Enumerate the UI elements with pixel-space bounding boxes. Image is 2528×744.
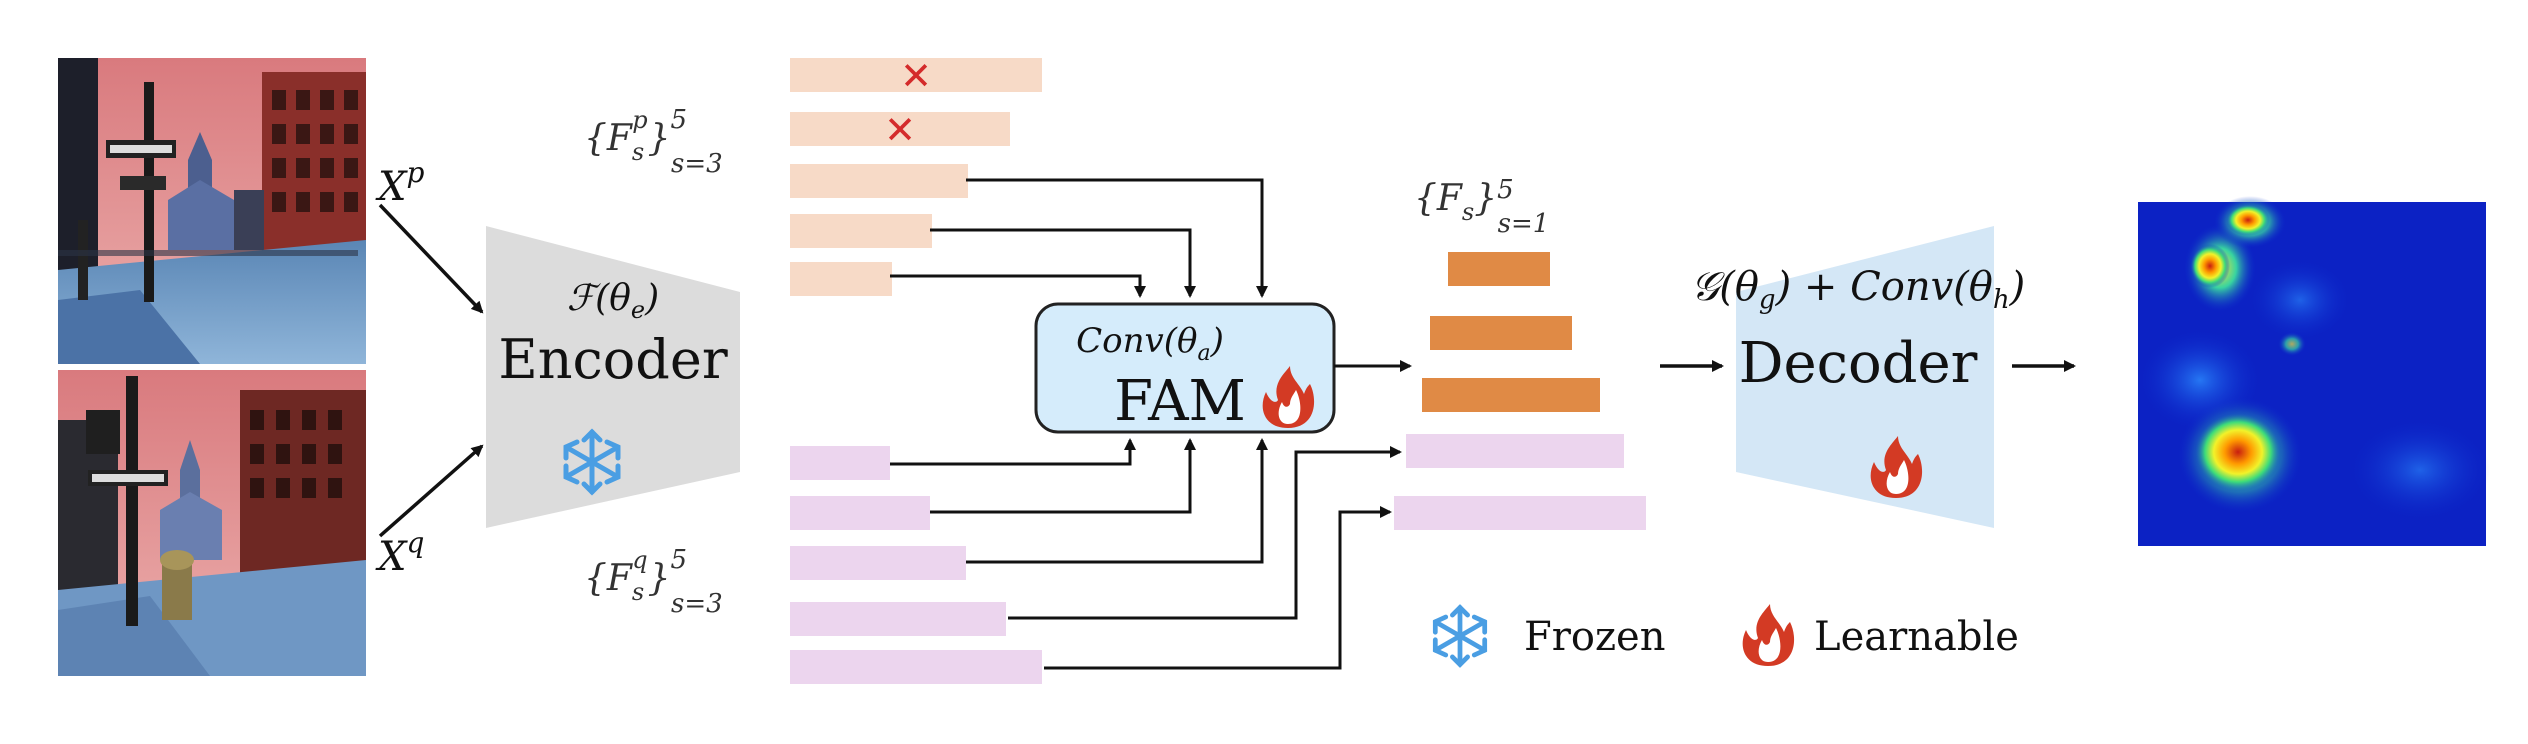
input-image-p: [58, 58, 366, 364]
q-to-fused-arrows: [1008, 446, 1402, 670]
fused-feature-bars: [1394, 252, 1646, 530]
fused-feature-bar: [1448, 252, 1550, 286]
decoder-label: Decoder: [1739, 331, 1978, 396]
arrow-input-p-to-encoder: [378, 203, 484, 314]
decoder-block: [1736, 226, 1994, 528]
input-p-label: Xp: [375, 156, 424, 210]
legend-snowflake-icon: [1435, 608, 1484, 665]
fused-feature-set-label: {Fs}5 s=1: [1414, 175, 1549, 239]
discard-cross-icon: ✕: [884, 108, 916, 152]
p-feature-bar: [790, 164, 968, 198]
legend-frozen-label: Frozen: [1524, 614, 1665, 660]
p-feature-bar: [790, 262, 892, 296]
fused-feature-bar: [1394, 496, 1646, 530]
fam-label: FAM: [1114, 369, 1246, 434]
q-feature-bar: [790, 496, 930, 530]
discard-cross-icon: ✕: [900, 54, 932, 98]
output-heatmap: [2138, 196, 2490, 546]
p-feature-set-label: {Fsp}5 s=3: [584, 105, 723, 179]
p-feature-bars: ✕✕: [790, 54, 1042, 296]
p-feature-bar: [790, 58, 1042, 92]
q-feature-set-label: {Fsq}5 s=3: [584, 545, 723, 619]
arrow-input-q-to-encoder: [378, 444, 484, 538]
fused-feature-bar: [1430, 316, 1572, 350]
p-feature-bar: [790, 214, 932, 248]
decoder-function-label: 𝒢(θg) + Conv(θh): [1691, 264, 2025, 315]
q-feature-bars: [790, 446, 1042, 684]
input-image-q: [58, 370, 366, 676]
fused-feature-bar: [1406, 434, 1624, 468]
fused-feature-bar: [1422, 378, 1600, 412]
q-feature-bar: [790, 546, 966, 580]
encoder-block: [486, 226, 740, 528]
q-feature-bar: [790, 602, 1006, 636]
fam-block: [1034, 302, 1336, 434]
legend-learnable-label: Learnable: [1814, 614, 2019, 660]
legend-flame-icon: [1742, 604, 1795, 666]
p-to-fam-arrows: [890, 178, 1268, 298]
q-feature-bar: [790, 650, 1042, 684]
q-to-fam-arrows: [890, 438, 1268, 564]
p-feature-bar: [790, 112, 1010, 146]
fam-conv-label: Conv(θa): [1076, 321, 1224, 366]
q-feature-bar: [790, 446, 890, 480]
encoder-label: Encoder: [498, 328, 727, 391]
encoder-function-label: ℱ(θe): [567, 278, 659, 324]
input-q-label: Xq: [375, 526, 424, 580]
